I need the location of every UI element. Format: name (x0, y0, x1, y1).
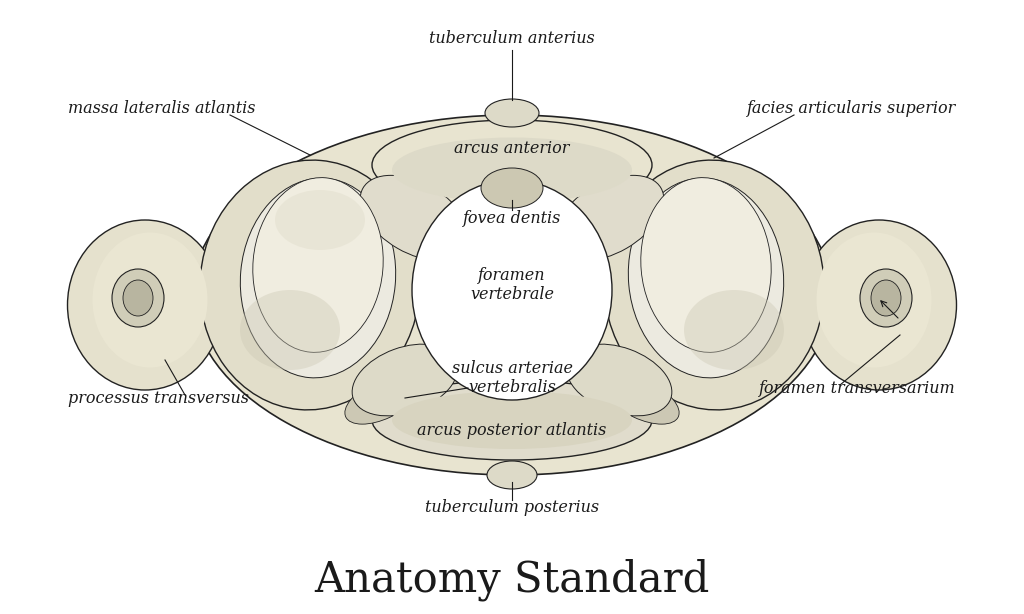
Text: arcus anterior: arcus anterior (455, 139, 569, 157)
Ellipse shape (345, 376, 419, 424)
Ellipse shape (604, 160, 824, 410)
Text: processus transversus: processus transversus (68, 389, 249, 406)
Text: arcus posterior atlantis: arcus posterior atlantis (418, 421, 606, 438)
Ellipse shape (112, 269, 164, 327)
Ellipse shape (487, 461, 537, 489)
Ellipse shape (352, 344, 458, 416)
Ellipse shape (802, 220, 956, 390)
Ellipse shape (372, 380, 652, 460)
Text: facies articularis superior: facies articularis superior (746, 99, 956, 117)
Ellipse shape (240, 290, 340, 370)
Ellipse shape (641, 177, 771, 352)
Text: foramen
vertebrale: foramen vertebrale (470, 266, 554, 303)
Text: foramen transversarium: foramen transversarium (760, 379, 956, 397)
Ellipse shape (193, 115, 831, 475)
Ellipse shape (68, 220, 222, 390)
Ellipse shape (566, 344, 672, 416)
Ellipse shape (372, 120, 652, 210)
Ellipse shape (481, 168, 543, 208)
Ellipse shape (241, 178, 395, 378)
Ellipse shape (554, 176, 664, 261)
Ellipse shape (605, 376, 679, 424)
Ellipse shape (123, 280, 153, 316)
Ellipse shape (360, 176, 470, 261)
Text: Anatomy Standard: Anatomy Standard (314, 559, 710, 601)
Ellipse shape (485, 99, 539, 127)
Text: fovea dentis: fovea dentis (463, 209, 561, 227)
Ellipse shape (253, 177, 383, 352)
Text: massa lateralis atlantis: massa lateralis atlantis (68, 99, 256, 117)
Ellipse shape (684, 290, 784, 370)
Text: sulcus arteriae
vertebralis: sulcus arteriae vertebralis (452, 360, 572, 396)
Ellipse shape (412, 180, 612, 400)
Ellipse shape (392, 138, 632, 203)
Ellipse shape (92, 233, 208, 368)
Ellipse shape (392, 391, 632, 449)
Text: tuberculum anterius: tuberculum anterius (429, 29, 595, 47)
Ellipse shape (412, 180, 612, 400)
Ellipse shape (275, 190, 365, 250)
Ellipse shape (871, 280, 901, 316)
Ellipse shape (860, 269, 912, 327)
Ellipse shape (816, 233, 932, 368)
Text: tuberculum posterius: tuberculum posterius (425, 500, 599, 516)
Ellipse shape (200, 160, 420, 410)
Ellipse shape (629, 178, 783, 378)
